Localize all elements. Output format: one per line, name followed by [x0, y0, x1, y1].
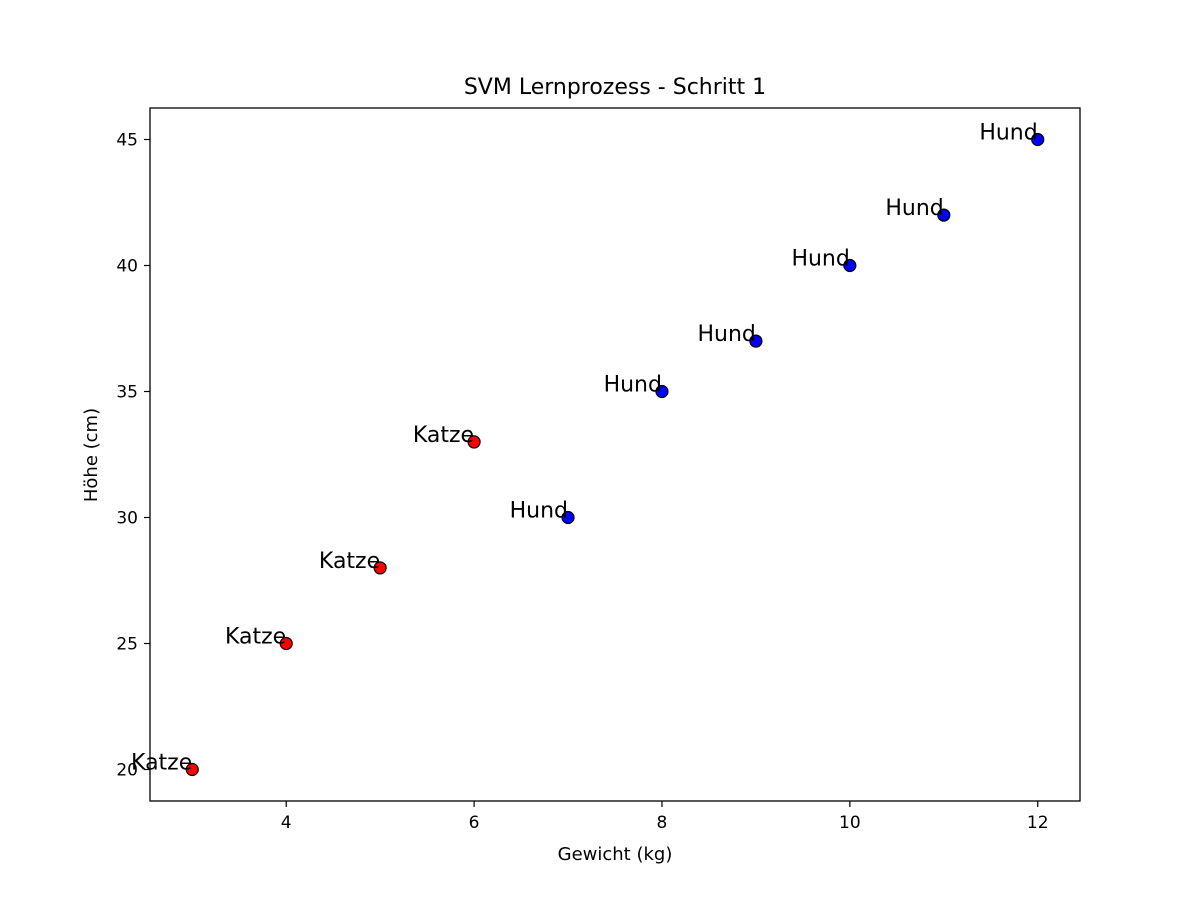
data-point-hund [843, 258, 857, 273]
y-tick-label: 35 [116, 383, 138, 403]
x-axis: 4 6 8 10 12 [281, 801, 1049, 833]
x-tick-label: 10 [839, 813, 861, 833]
plot-frame [149, 107, 1081, 802]
y-axis: 20 25 30 35 40 45 [116, 131, 150, 781]
point-label: Hund [791, 247, 849, 272]
data-point-hund [561, 510, 575, 525]
point-label: Hund [698, 322, 756, 347]
chart-title: SVM Lernprozess - Schritt 1 [464, 75, 766, 100]
y-tick-label: 25 [116, 635, 138, 655]
point-label: Katze [225, 625, 286, 650]
y-tick-label: 30 [116, 509, 138, 529]
y-tick-label: 40 [116, 257, 138, 277]
data-point-katze [279, 636, 293, 651]
data-point-hund [655, 384, 669, 399]
x-axis-label: Gewicht (kg) [558, 844, 673, 865]
point-label: Hund [979, 121, 1037, 146]
data-point-hund [1031, 132, 1045, 147]
data-point-katze [185, 762, 199, 777]
plot-area: Katze Katze Katze Katze Hund Hund Hund Hund Hund… [131, 121, 1045, 777]
x-tick-label: 8 [657, 813, 668, 833]
point-label: Hund [885, 196, 943, 221]
y-axis-label: Höhe (cm) [81, 408, 102, 502]
x-tick-label: 6 [469, 813, 480, 833]
point-label: Katze [413, 423, 474, 448]
data-point-hund [749, 334, 763, 348]
x-tick-label: 4 [281, 813, 292, 833]
y-tick-label: 45 [116, 131, 138, 151]
data-point-hund [937, 208, 951, 222]
data-point-katze [373, 561, 387, 575]
point-label: Katze [131, 751, 192, 776]
x-tick-label: 12 [1027, 813, 1049, 833]
point-label: Katze [319, 549, 380, 574]
point-label: Hund [604, 373, 662, 398]
y-tick-label: 20 [116, 761, 138, 781]
point-label: Hund [510, 499, 568, 524]
data-point-katze [467, 435, 481, 449]
